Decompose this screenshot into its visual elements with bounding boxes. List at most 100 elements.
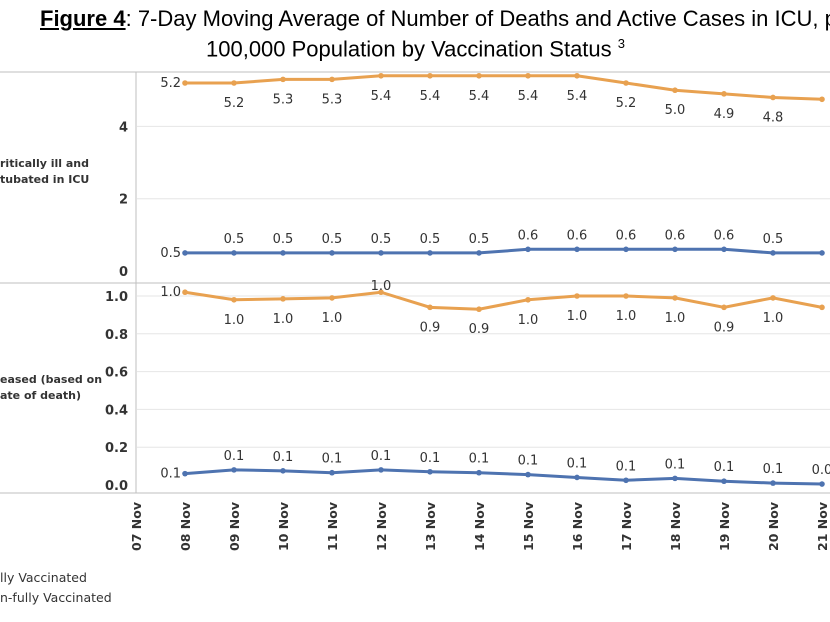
figure-label: Figure 4 — [40, 6, 126, 31]
series-line-non_fully — [185, 74, 823, 101]
y-tick-label: 2 — [119, 193, 128, 208]
data-point-fully — [280, 468, 286, 474]
title-text-2: 100,000 Population by Vaccination Status — [206, 36, 612, 62]
data-point-fully — [770, 250, 776, 256]
data-label: 1.0 — [322, 311, 343, 326]
data-label: 0.1 — [273, 450, 294, 465]
x-tick-label: 09 Nov — [227, 502, 242, 551]
x-tick-label: 17 Nov — [619, 502, 634, 551]
data-point-non_fully — [231, 296, 237, 303]
data-point-non_fully — [476, 306, 482, 313]
x-tick-label: 16 Nov — [570, 502, 585, 551]
data-label: 0.6 — [567, 228, 588, 243]
data-label: 0.1 — [665, 457, 686, 472]
data-label: 5.2 — [224, 96, 245, 111]
data-label: 4.9 — [714, 107, 735, 122]
data-label: 0.1 — [714, 460, 735, 475]
data-point-non_fully — [525, 72, 531, 79]
data-label: 1.0 — [160, 285, 181, 300]
data-point-non_fully — [280, 296, 286, 302]
data-label: 1.0 — [518, 313, 539, 328]
data-label: 4.8 — [763, 110, 784, 125]
data-point-non_fully — [721, 91, 727, 97]
x-tick-label: 10 Nov — [276, 502, 291, 551]
data-point-fully — [476, 469, 482, 476]
y-tick-label: 0.6 — [105, 366, 128, 381]
data-label: 0.1 — [420, 451, 441, 466]
x-tick-label: 19 Nov — [717, 502, 732, 551]
data-point-fully — [721, 246, 727, 253]
data-label: 5.2 — [616, 96, 637, 111]
data-label: 0.1 — [224, 449, 245, 464]
data-point-non_fully — [672, 87, 678, 94]
data-label: 0.1 — [518, 454, 539, 469]
data-label: 1.0 — [616, 309, 637, 324]
data-point-non_fully — [329, 76, 335, 83]
data-label: 1.0 — [273, 312, 294, 327]
data-point-fully — [574, 474, 580, 481]
data-point-non_fully — [770, 295, 776, 301]
data-point-fully — [819, 250, 825, 256]
data-point-fully — [182, 250, 188, 256]
data-label: 0.5 — [763, 232, 784, 247]
data-label: 0.9 — [469, 322, 490, 337]
data-label: 0.6 — [665, 228, 686, 243]
data-point-non_fully — [525, 296, 531, 303]
data-label: 0.9 — [420, 320, 441, 335]
y-tick-label: 4 — [119, 120, 128, 135]
data-point-fully — [427, 468, 433, 475]
data-point-non_fully — [623, 80, 629, 86]
data-label: 0.1 — [567, 456, 588, 471]
data-label: 5.3 — [273, 92, 294, 107]
data-label: 0.1 — [322, 452, 343, 467]
data-point-non_fully — [574, 72, 580, 79]
data-label: 0.1 — [616, 459, 637, 474]
data-label: 0.5 — [371, 232, 392, 247]
x-tick-label: 07 Nov — [129, 502, 144, 551]
data-point-fully — [574, 246, 580, 253]
data-point-fully — [280, 250, 286, 256]
data-label: 0.5 — [273, 232, 294, 247]
y-axis-label: ritically ill and — [0, 157, 89, 170]
data-label: 5.4 — [371, 89, 392, 104]
data-label: 5.4 — [469, 89, 490, 104]
data-label: 0.5 — [420, 232, 441, 247]
data-point-non_fully — [378, 289, 384, 296]
data-point-non_fully — [378, 72, 384, 79]
data-label: 5.2 — [160, 76, 181, 91]
title-text-1: 7-Day Moving Average of Number of Deaths… — [131, 6, 830, 31]
x-tick-label: 20 Nov — [766, 502, 781, 551]
x-tick-label: 08 Nov — [178, 502, 193, 551]
y-axis-label: tubated in ICU — [0, 173, 89, 186]
y-tick-label: 0 — [119, 265, 128, 280]
data-label: 0.6 — [616, 228, 637, 243]
data-point-fully — [623, 477, 629, 484]
data-point-non_fully — [182, 289, 188, 296]
data-point-non_fully — [476, 72, 482, 79]
data-point-fully — [231, 250, 237, 256]
series-line-fully — [185, 247, 822, 255]
data-point-fully — [427, 250, 433, 256]
data-label: 0.1 — [763, 462, 784, 477]
data-label: 1.0 — [371, 279, 392, 294]
y-tick-label: 1.0 — [105, 290, 128, 305]
data-label: 0.1 — [371, 449, 392, 464]
data-point-fully — [476, 250, 482, 256]
data-point-fully — [770, 480, 776, 486]
data-label: 5.4 — [420, 89, 441, 104]
data-label: 5.4 — [567, 89, 588, 104]
legend-fully-vaccinated: lly Vaccinated — [0, 570, 87, 585]
data-point-non_fully — [721, 304, 727, 311]
data-label: 0.5 — [224, 232, 245, 247]
data-point-fully — [231, 467, 237, 473]
data-point-non_fully — [280, 76, 286, 83]
title-footnote: 3 — [617, 36, 626, 51]
data-point-fully — [182, 470, 188, 477]
x-tick-label: 18 Nov — [668, 502, 683, 551]
data-label: 5.0 — [665, 103, 686, 118]
data-label: 0.5 — [469, 232, 490, 247]
y-tick-label: 0.0 — [105, 479, 128, 494]
data-label: 0.1 — [469, 452, 490, 467]
data-point-fully — [672, 246, 678, 253]
x-tick-label: 15 Nov — [521, 502, 536, 551]
